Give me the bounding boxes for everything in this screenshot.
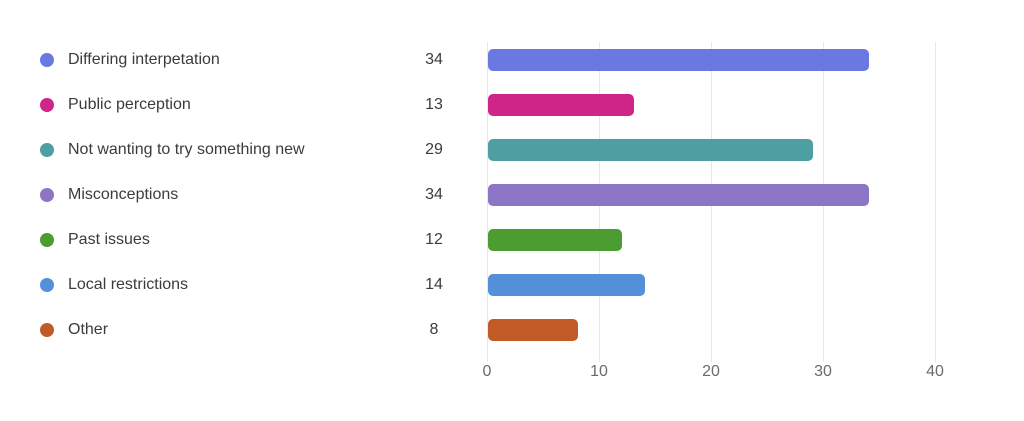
legend-dot-icon <box>40 97 54 112</box>
legend-dot-icon <box>40 277 54 292</box>
legend-label: Past issues <box>68 230 150 248</box>
legend-label: Local restrictions <box>68 275 189 293</box>
legend-item: Differing interpetation 34 <box>40 37 452 82</box>
legend-item: Past issues 12 <box>40 217 452 262</box>
legend-label: Other <box>68 320 109 338</box>
x-axis-tick-label: 20 <box>702 363 720 380</box>
legend-dot-icon <box>40 52 54 67</box>
x-axis-tick-label: 30 <box>814 363 832 380</box>
legend-dot-icon <box>40 232 54 247</box>
x-axis-tick-label: 0 <box>482 363 492 380</box>
bar <box>488 273 645 296</box>
legend-count: 34 <box>425 50 443 68</box>
legend-count: 12 <box>425 230 443 248</box>
bar <box>488 93 634 116</box>
legend-count: 29 <box>425 140 443 158</box>
legend-count: 13 <box>425 95 443 113</box>
legend-label: Not wanting to try something new <box>68 140 305 158</box>
legend-label: Public perception <box>68 95 191 113</box>
legend-count: 34 <box>425 185 443 203</box>
legend-item: Local restrictions 14 <box>40 262 452 307</box>
legend-item: Not wanting to try something new 29 <box>40 127 452 172</box>
x-axis-tick-label: 10 <box>590 363 608 380</box>
bar <box>488 228 622 251</box>
legend-item: Other 8 <box>40 307 452 352</box>
legend-dot-icon <box>40 322 54 337</box>
legend-count: 14 <box>425 275 443 293</box>
chart-legend: Differing interpetation 34 Public percepti… <box>40 37 452 352</box>
gridline-x-0 <box>487 42 488 362</box>
legend-item: Public perception 13 <box>40 82 452 127</box>
legend-label: Differing interpetation <box>68 50 220 68</box>
gridline-x-40 <box>935 42 936 362</box>
bar <box>488 138 813 161</box>
x-axis-tick-label: 40 <box>926 363 944 380</box>
legend-count: 8 <box>429 320 439 338</box>
legend-item: Misconceptions 34 <box>40 172 452 217</box>
bar <box>488 318 578 341</box>
chart-plot-area <box>487 42 991 362</box>
legend-dot-icon <box>40 187 54 202</box>
legend-dot-icon <box>40 142 54 157</box>
x-axis: 0 10 20 30 40 <box>0 363 1024 385</box>
bar <box>488 183 869 206</box>
legend-label: Misconceptions <box>68 185 179 203</box>
bar <box>488 48 869 71</box>
